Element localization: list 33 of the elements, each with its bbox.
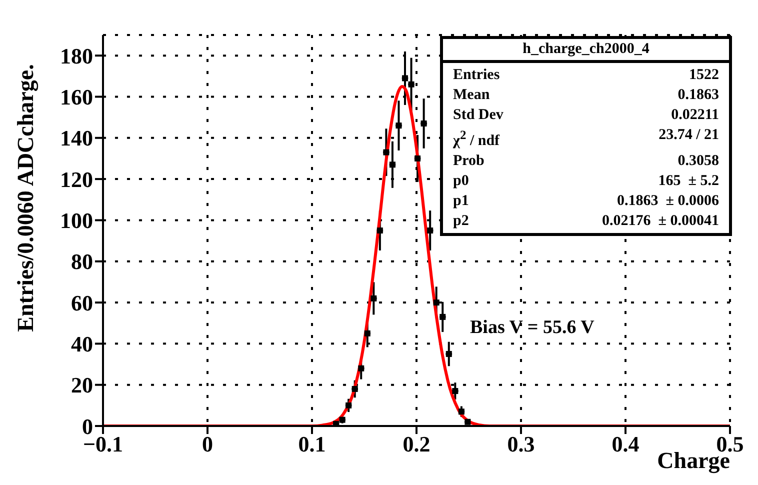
annotation: 1522	[689, 66, 719, 85]
y-tick-label: 160	[60, 84, 93, 110]
y-axis-title: Entries/0.0060 ADCcharge.	[13, 64, 39, 332]
x-tick-label: 0.1	[298, 432, 326, 457]
y-tick-label: 140	[60, 126, 93, 151]
annotation: Mean	[453, 86, 490, 105]
annotation: 165 ± 5.2	[658, 172, 719, 191]
annotation: p0	[453, 172, 469, 191]
annotation: h_charge_ch2000_4	[443, 39, 729, 63]
x-tick-label: 0.3	[507, 432, 535, 457]
annotation: 0.1863	[678, 86, 719, 105]
annotation: Std Dev	[453, 106, 504, 125]
annotation: p2	[453, 212, 469, 231]
y-tick-label: 60	[71, 290, 93, 316]
x-tick-label: 0.4	[612, 432, 640, 457]
y-tick-label: 120	[60, 166, 93, 192]
annotation: 0.02211	[671, 106, 719, 125]
annotation: p1	[453, 192, 469, 211]
y-tick-label: 100	[60, 208, 93, 234]
y-tick-label: 40	[71, 331, 93, 356]
y-tick-label: 180	[60, 43, 93, 68]
annotation: Prob	[453, 152, 484, 171]
x-tick-label: 0.2	[402, 432, 430, 457]
annotation: Entries	[453, 66, 500, 85]
annotation: Bias V = 55.6 V	[470, 317, 594, 339]
x-tick-label: 0	[202, 432, 213, 457]
annotation: χ$^{2}$ / ndf	[453, 127, 500, 151]
y-tick-label: 20	[71, 372, 93, 398]
annotation: 0.3058	[678, 152, 719, 171]
annotation: 0.1863 ± 0.0006	[617, 192, 719, 211]
annotation: 0.02176 ± 0.00041	[602, 212, 719, 231]
y-tick-label: 80	[71, 249, 93, 274]
annotation: 23.74 / 21	[658, 126, 719, 145]
